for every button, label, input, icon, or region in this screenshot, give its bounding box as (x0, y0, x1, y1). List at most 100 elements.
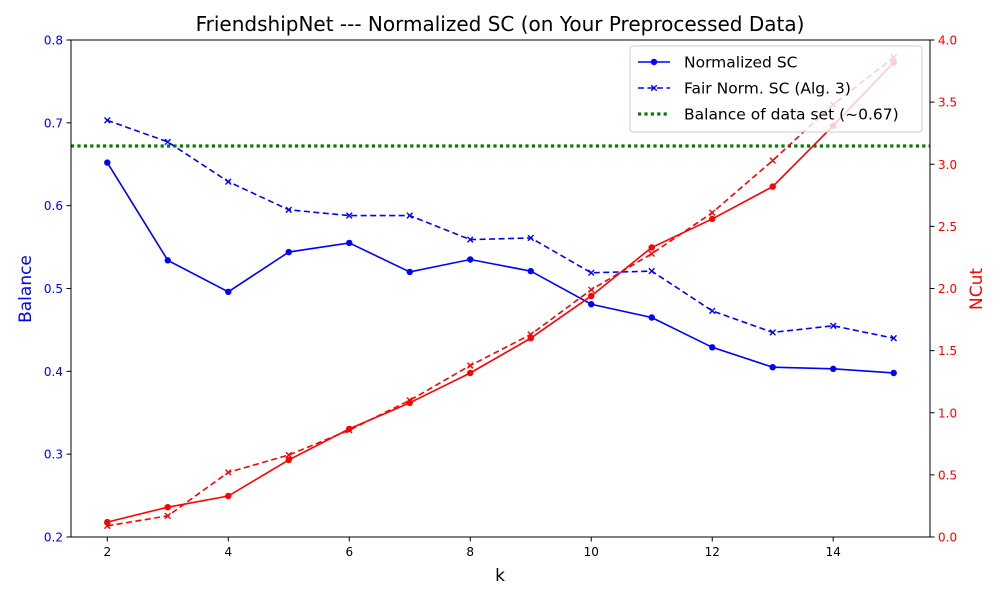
series-line-0 (106, 162, 894, 374)
data-point (406, 212, 414, 219)
data-point-stroke (587, 286, 595, 294)
data-point (708, 209, 716, 217)
y-right-axis-ticks: 0.0 0.5 1.0 1.5 2.0 2.5 3.0 3.5 4.0 (930, 34, 957, 545)
data-point (345, 426, 353, 434)
data-point-stroke (285, 206, 293, 214)
x-tick-label: 4 (224, 545, 232, 559)
series-layer (71, 54, 930, 530)
x-tick-label: 2 (103, 545, 111, 559)
data-point (285, 451, 293, 459)
x-tick-label: 12 (705, 545, 720, 559)
data-point (587, 269, 595, 277)
legend-label: Balance of data set (~0.67) (684, 106, 899, 124)
data-point-stroke (648, 267, 656, 275)
legend-swatch-marker (650, 84, 658, 92)
legend-swatch-marker (650, 58, 658, 66)
data-point-stroke (406, 397, 414, 404)
data-point (830, 365, 837, 373)
data-point-stroke (345, 426, 353, 434)
legend-entry: Normalized SC (638, 54, 798, 72)
legend: Normalized SC Fair Norm. SC (Alg. 3) Balan… (629, 45, 923, 133)
data-point (164, 503, 171, 511)
data-point (467, 256, 474, 263)
data-point (466, 236, 474, 243)
data-point (466, 362, 474, 369)
data-point (648, 244, 655, 251)
y-left-tick-label: 0.3 (44, 448, 63, 462)
y-right-tick-label: 1.5 (938, 344, 957, 358)
data-point (224, 469, 232, 476)
data-point-stroke (769, 157, 777, 164)
data-point (769, 329, 777, 336)
x-tick-label: 10 (584, 545, 599, 559)
data-point (890, 369, 897, 377)
data-point-stroke (224, 469, 232, 476)
data-point (467, 369, 474, 377)
data-point (406, 268, 413, 276)
y-left-tick-label: 0.2 (44, 531, 63, 545)
data-point-stroke (708, 209, 716, 217)
y-left-tick-label: 0.5 (44, 282, 63, 296)
data-point (588, 292, 595, 300)
data-point-stroke (224, 178, 232, 185)
data-point (164, 257, 171, 264)
data-point (587, 286, 595, 294)
data-point-stroke (406, 212, 414, 219)
data-point (648, 314, 655, 321)
data-point (829, 322, 837, 330)
data-point (104, 522, 111, 530)
legend-label: Fair Norm. SC (Alg. 3) (684, 80, 851, 98)
x-tick-label: 14 (826, 545, 841, 559)
data-point-stroke (164, 512, 172, 520)
y-left-tick-label: 0.8 (44, 34, 63, 48)
y-left-tick-label: 0.7 (44, 116, 63, 130)
data-point (709, 344, 716, 351)
data-point (648, 267, 656, 275)
data-point (104, 159, 111, 166)
data-point-stroke (890, 334, 897, 342)
y-right-tick-label: 3.0 (938, 158, 957, 172)
data-point-stroke (104, 522, 111, 530)
data-point (285, 248, 292, 256)
data-point (104, 117, 111, 124)
data-point (225, 492, 232, 500)
data-point-stroke (769, 329, 777, 336)
y-left-tick-label: 0.6 (44, 199, 63, 213)
data-point (346, 239, 353, 247)
data-point-stroke (285, 451, 293, 459)
data-point (225, 288, 232, 296)
legend-label: Normalized SC (684, 54, 798, 72)
y-right-tick-label: 2.0 (938, 282, 957, 296)
legend-entry: Balance of data set (~0.67) (638, 106, 899, 124)
y-right-tick-label: 2.5 (938, 220, 957, 234)
series-line-2 (107, 61, 895, 523)
data-point (406, 397, 414, 404)
data-point (769, 183, 776, 190)
data-point (709, 215, 716, 223)
data-point (164, 512, 172, 520)
series-line-3 (107, 56, 895, 527)
legend-frame (629, 45, 923, 133)
data-point (164, 138, 172, 146)
y-right-axis-label: NCut (967, 268, 987, 310)
data-point (224, 178, 232, 185)
chart-title: FriendshipNet --- Normalized SC (on Your… (196, 12, 805, 36)
data-point (708, 307, 716, 315)
data-point-stroke (104, 117, 111, 124)
x-axis-ticks: 2 4 6 8 10 12 14 (103, 537, 841, 559)
data-point (769, 363, 776, 371)
data-point (527, 331, 535, 338)
data-point (527, 234, 535, 242)
y-right-tick-label: 3.5 (938, 96, 957, 110)
data-point-stroke (164, 138, 172, 146)
data-point-stroke (345, 212, 353, 219)
data-point-stroke (527, 234, 535, 242)
y-left-axis-ticks: 0.2 0.3 0.4 0.5 0.6 0.7 0.8 (44, 34, 71, 545)
y-right-tick-label: 0.5 (938, 468, 957, 482)
data-point (890, 334, 897, 342)
data-point (285, 456, 292, 464)
data-point-stroke (708, 307, 716, 315)
data-point (345, 212, 353, 219)
y-left-axis-label: Balance (16, 255, 36, 323)
